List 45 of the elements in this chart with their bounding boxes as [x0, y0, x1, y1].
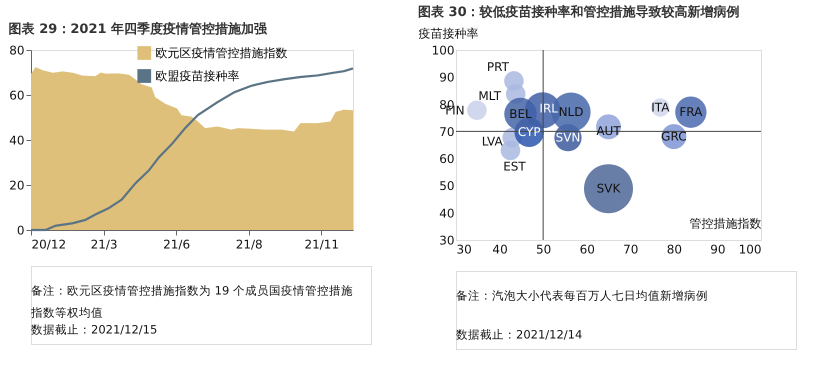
x-tick-label: 21/11	[304, 238, 340, 252]
series-label: SVN	[556, 130, 580, 145]
y-tick-label: 50	[439, 179, 454, 194]
x-tick-label: 80	[666, 242, 682, 256]
x-tick-label: 40	[492, 242, 508, 256]
y-tick-label: 20	[9, 178, 24, 192]
chart-title: 图表 30：较低疫苗接种率和管控措施导致较高新增病例	[418, 4, 740, 20]
series-label: NLD	[558, 105, 584, 120]
y-tick-label: 40	[439, 206, 454, 220]
y-tick-label: 40	[9, 134, 24, 148]
series-label: EST	[503, 159, 526, 174]
y-tick-label: 60	[439, 152, 454, 166]
x-tick-label: 21/3	[90, 238, 118, 252]
x-tick-label: 70	[623, 242, 638, 256]
chart-title: 图表 29：2021 年四季度疫情管控措施加强	[8, 21, 268, 37]
series-label: PRT	[486, 60, 510, 74]
series-label: BEL	[509, 107, 532, 122]
x-axis-title: 管控措施指数	[690, 216, 762, 230]
x-tick-label: 90	[710, 242, 726, 256]
y-tick-label: 0	[16, 224, 24, 238]
text: 数据截止：2021/12/15	[31, 322, 158, 336]
y-tick-label: 90	[439, 70, 454, 85]
series-label: FRA	[679, 105, 704, 120]
y-axis-title: 疫苗接种率	[418, 26, 478, 40]
text: 备注：欧元区疫情管控措施指数为 19 个成员国疫情管控措施指数等权均值	[30, 284, 353, 320]
series-label: MLT	[478, 88, 502, 103]
x-tick-label: 20/12	[32, 238, 66, 252]
legend-label: 欧盟疫苗接种率	[155, 69, 240, 83]
y-tick-label: 100	[432, 44, 454, 58]
text: 备注：汽泡大小代表每百万人七日均值新增病例	[456, 288, 708, 302]
text: 数据截止：2021/12/14	[456, 328, 582, 342]
y-tick-label: 60	[9, 88, 24, 102]
series-label: SVK	[596, 182, 622, 196]
x-tick-label: 21/6	[163, 238, 190, 252]
series-label: LVA	[482, 134, 504, 149]
x-tick-label: 30	[456, 242, 472, 256]
series-label: GRC	[661, 130, 687, 144]
x-tick-label: 50	[536, 242, 552, 256]
series-label: ITA	[651, 100, 670, 115]
y-tick-label: 80	[9, 44, 24, 58]
x-tick-label: 100	[738, 242, 762, 256]
y-tick-label: 70	[439, 124, 454, 139]
x-tick-label: 60	[580, 242, 595, 256]
x-tick-label: 21/8	[236, 238, 263, 252]
legend-label: 欧元区疫情管控措施指数	[155, 46, 288, 60]
